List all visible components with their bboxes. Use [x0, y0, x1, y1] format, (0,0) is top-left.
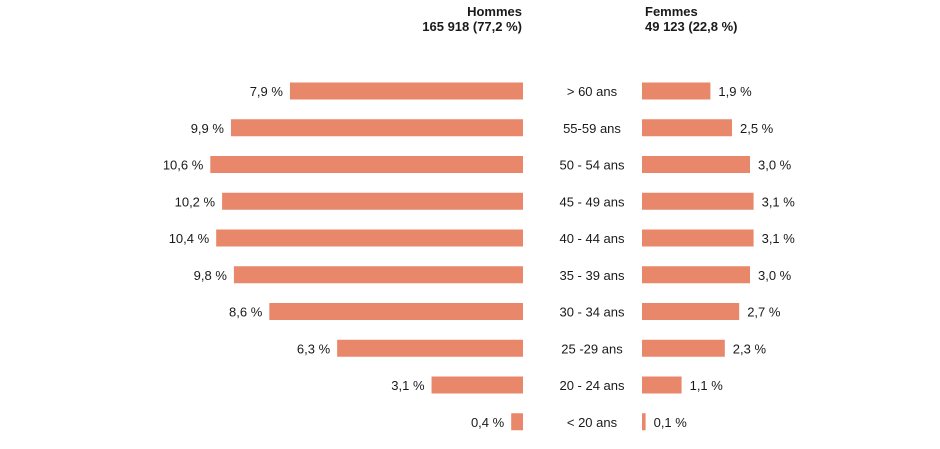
category-label: 20 - 24 ans [559, 378, 625, 393]
data-label-men: 7,9 % [250, 84, 284, 99]
category-label: < 20 ans [567, 415, 618, 430]
data-label-men: 10,6 % [163, 158, 204, 173]
women-header: Femmes 49 123 (22,8 %) [645, 4, 738, 34]
category-label: 40 - 44 ans [559, 231, 625, 246]
data-label-men: 10,2 % [175, 194, 216, 209]
data-label-men: 9,9 % [191, 121, 225, 136]
category-label: > 60 ans [567, 84, 618, 99]
data-label-women: 2,7 % [747, 305, 781, 320]
data-label-men: 9,8 % [194, 268, 228, 283]
men-header-total: 165 918 (77,2 %) [422, 19, 522, 34]
data-label-women: 0,1 % [654, 415, 688, 430]
bar-men [230, 119, 523, 137]
bar-women [642, 413, 646, 431]
bar-men [337, 339, 523, 357]
data-label-women: 3,0 % [758, 268, 792, 283]
data-label-men: 6,3 % [297, 341, 331, 356]
data-label-women: 2,3 % [733, 341, 767, 356]
bar-women [642, 229, 754, 247]
data-label-men: 3,1 % [391, 378, 425, 393]
data-label-women: 3,1 % [762, 231, 796, 246]
bar-men [431, 376, 523, 394]
bar-women [642, 376, 682, 394]
bar-women [642, 156, 750, 173]
bar-men [216, 229, 523, 247]
data-label-men: 8,6 % [229, 305, 263, 320]
women-header-title: Femmes [645, 4, 698, 19]
category-label: 45 - 49 ans [559, 194, 625, 209]
data-label-men: 10,4 % [169, 231, 210, 246]
men-header-title: Hommes [467, 4, 522, 19]
category-label: 25 -29 ans [561, 341, 623, 356]
bar-men [222, 192, 523, 210]
men-header: Hommes 165 918 (77,2 %) [422, 4, 522, 34]
bar-men [210, 156, 524, 173]
bar-men [511, 413, 523, 431]
bar-women [642, 119, 732, 137]
data-label-women: 1,9 % [718, 84, 752, 99]
category-label: 30 - 34 ans [559, 305, 625, 320]
bar-women [642, 82, 711, 100]
bar-men [269, 303, 523, 320]
category-label: 35 - 39 ans [559, 268, 625, 283]
data-label-women: 3,0 % [758, 158, 792, 173]
bar-women [642, 339, 725, 357]
category-label: 55-59 ans [563, 121, 621, 136]
data-label-women: 1,1 % [690, 378, 724, 393]
data-label-men: 0,4 % [471, 415, 505, 430]
data-label-women: 3,1 % [762, 194, 796, 209]
data-label-women: 2,5 % [740, 121, 774, 136]
bar-women [642, 192, 754, 210]
bar-women [642, 266, 750, 284]
bar-men [233, 266, 523, 284]
bar-women [642, 303, 740, 320]
bar-men [289, 82, 523, 100]
category-label: 50 - 54 ans [559, 158, 625, 173]
women-header-total: 49 123 (22,8 %) [645, 19, 738, 34]
